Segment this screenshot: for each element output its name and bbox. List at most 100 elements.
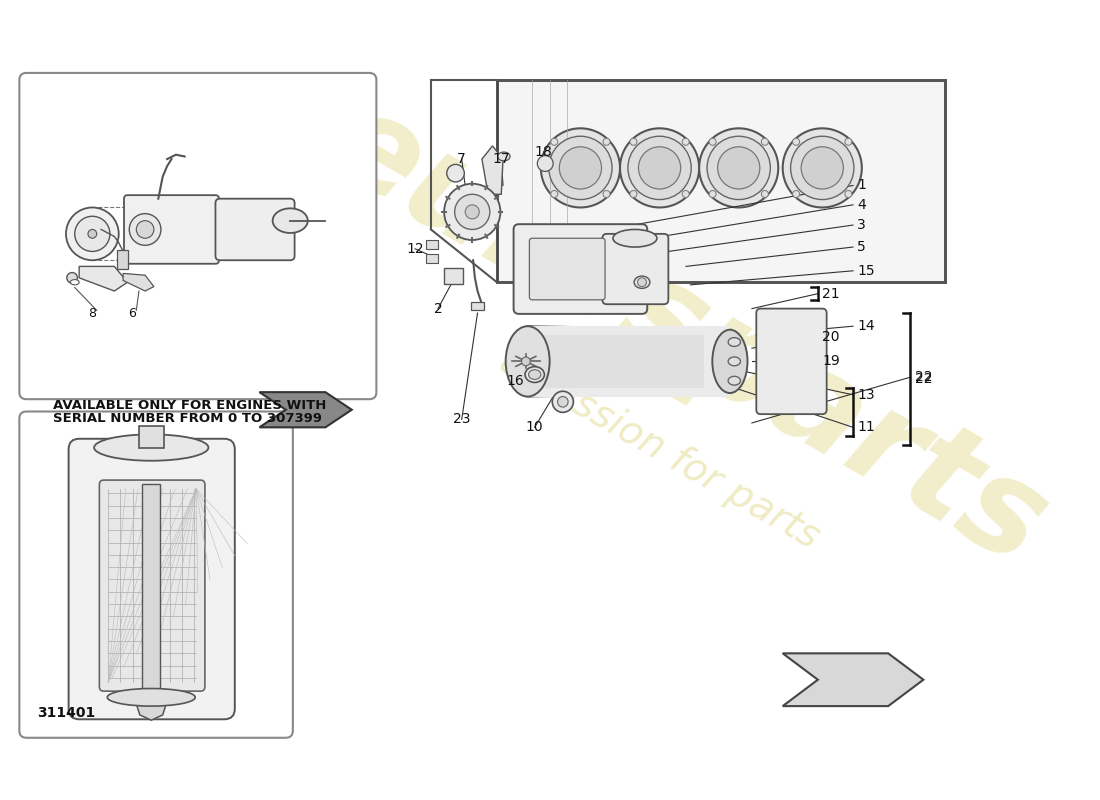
Text: a passion for parts: a passion for parts (493, 342, 826, 556)
Circle shape (559, 146, 602, 189)
Text: 10: 10 (526, 420, 543, 434)
Circle shape (717, 146, 760, 189)
Circle shape (761, 138, 768, 146)
Ellipse shape (728, 357, 740, 366)
Circle shape (793, 190, 800, 198)
Text: 14: 14 (857, 319, 876, 333)
Circle shape (558, 397, 568, 407)
Ellipse shape (273, 208, 308, 233)
Ellipse shape (613, 230, 657, 247)
Bar (546, 335, 704, 388)
FancyBboxPatch shape (603, 234, 669, 304)
Text: 15: 15 (857, 264, 876, 278)
Text: 7: 7 (458, 152, 466, 166)
Circle shape (791, 136, 854, 199)
Circle shape (638, 278, 647, 286)
Ellipse shape (506, 326, 550, 397)
Text: 6: 6 (128, 307, 136, 320)
Circle shape (66, 207, 119, 260)
Circle shape (682, 138, 690, 146)
Circle shape (603, 138, 611, 146)
Text: 19: 19 (823, 354, 840, 368)
Polygon shape (134, 695, 168, 720)
Text: 23: 23 (453, 413, 471, 426)
Bar (139, 426, 164, 447)
Circle shape (682, 190, 690, 198)
Ellipse shape (713, 330, 748, 393)
Text: 11: 11 (857, 420, 876, 434)
Bar (117, 250, 128, 269)
Circle shape (793, 138, 800, 146)
Circle shape (700, 128, 779, 207)
Circle shape (521, 357, 530, 366)
FancyBboxPatch shape (757, 309, 827, 414)
Text: 8: 8 (88, 307, 97, 320)
Text: SERIAL NUMBER FROM 0 TO 307399: SERIAL NUMBER FROM 0 TO 307399 (53, 412, 322, 426)
Text: 12: 12 (406, 242, 424, 256)
Circle shape (552, 391, 573, 412)
Text: 21: 21 (823, 286, 840, 301)
Polygon shape (79, 266, 128, 291)
Circle shape (845, 138, 851, 146)
Ellipse shape (525, 366, 544, 382)
Text: 1: 1 (857, 178, 867, 193)
FancyBboxPatch shape (529, 238, 605, 300)
Text: 18: 18 (535, 145, 552, 159)
Bar (426, 240, 438, 249)
Ellipse shape (728, 338, 740, 346)
FancyBboxPatch shape (514, 224, 647, 314)
Circle shape (620, 128, 700, 207)
Text: 3: 3 (857, 218, 866, 232)
Circle shape (541, 128, 620, 207)
FancyBboxPatch shape (124, 195, 219, 264)
Circle shape (454, 194, 490, 230)
Circle shape (710, 138, 716, 146)
Polygon shape (783, 654, 923, 706)
Text: 22: 22 (914, 372, 932, 386)
Circle shape (761, 190, 768, 198)
Circle shape (551, 190, 558, 198)
Text: 20: 20 (823, 330, 839, 344)
Circle shape (710, 190, 716, 198)
Circle shape (630, 138, 637, 146)
Circle shape (537, 155, 553, 171)
FancyBboxPatch shape (20, 73, 376, 399)
Circle shape (628, 136, 691, 199)
Polygon shape (260, 392, 352, 427)
FancyBboxPatch shape (20, 411, 293, 738)
Ellipse shape (108, 689, 195, 706)
Bar (472, 302, 484, 310)
Circle shape (707, 136, 770, 199)
Bar (143, 485, 161, 695)
Ellipse shape (634, 276, 650, 288)
Circle shape (630, 190, 637, 198)
Text: 5: 5 (857, 240, 866, 254)
Polygon shape (123, 274, 154, 291)
Text: 311401: 311401 (37, 706, 96, 720)
Circle shape (638, 146, 681, 189)
Bar (426, 254, 438, 263)
Circle shape (549, 136, 612, 199)
Circle shape (801, 146, 844, 189)
Text: 13: 13 (857, 388, 876, 402)
Circle shape (783, 128, 861, 207)
Ellipse shape (728, 376, 740, 385)
Circle shape (465, 205, 480, 219)
FancyBboxPatch shape (99, 480, 205, 691)
Ellipse shape (498, 152, 510, 161)
Circle shape (75, 216, 110, 251)
Circle shape (845, 190, 851, 198)
FancyBboxPatch shape (216, 198, 295, 260)
Text: 17: 17 (493, 152, 510, 166)
Polygon shape (482, 146, 503, 194)
Circle shape (447, 164, 464, 182)
Circle shape (603, 190, 611, 198)
Circle shape (88, 230, 97, 238)
Bar (528, 326, 730, 397)
FancyBboxPatch shape (497, 80, 945, 282)
Text: eurosparts: eurosparts (305, 78, 1068, 592)
Text: AVAILABLE ONLY FOR ENGINES WITH: AVAILABLE ONLY FOR ENGINES WITH (53, 399, 326, 412)
Circle shape (444, 184, 500, 240)
Text: 4: 4 (857, 198, 866, 212)
Text: 2: 2 (433, 302, 442, 316)
